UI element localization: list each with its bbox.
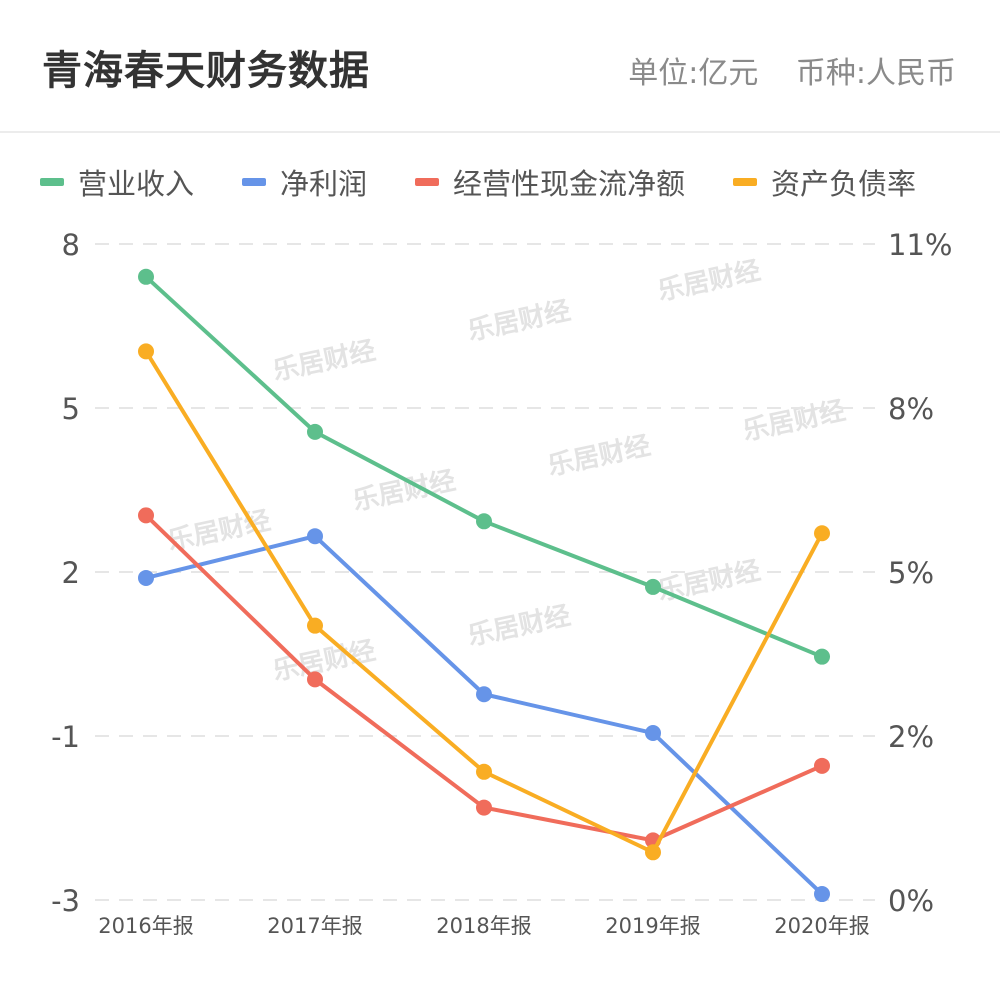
y-right-tick-label: 11% xyxy=(888,228,952,262)
y-left-tick-label: 2 xyxy=(62,556,80,590)
legend-label: 营业收入 xyxy=(78,167,195,201)
legend-item[interactable]: 净利润 xyxy=(242,161,367,203)
watermark-text: 乐居财经 xyxy=(465,295,573,347)
y-left-tick-label: -3 xyxy=(51,884,80,918)
y-right-tick-label: 5% xyxy=(888,556,934,590)
legend-swatch xyxy=(415,178,440,186)
watermark-text: 乐居财经 xyxy=(270,335,378,387)
data-point[interactable] xyxy=(307,671,323,688)
data-point[interactable] xyxy=(814,757,830,774)
legend-label: 净利润 xyxy=(280,167,368,201)
legend-swatch xyxy=(733,178,758,186)
y-right-tick-label: 8% xyxy=(888,392,934,426)
legend-swatch xyxy=(242,178,267,186)
currency-label: 币种:人民币 xyxy=(795,56,956,91)
legend-item[interactable]: 经营性现金流净额 xyxy=(415,161,685,203)
x-tick-label: 2019年报 xyxy=(605,914,700,938)
watermark-text: 乐居财经 xyxy=(465,600,573,652)
data-point[interactable] xyxy=(814,886,830,903)
watermark-text: 乐居财经 xyxy=(350,465,458,517)
chart-header: 青海春天财务数据 单位:亿元 币种:人民币 xyxy=(0,0,1000,133)
legend-item[interactable]: 营业收入 xyxy=(40,161,194,203)
data-point[interactable] xyxy=(138,507,154,524)
watermark-text: 乐居财经 xyxy=(655,555,763,607)
x-tick-label: 2016年报 xyxy=(98,914,193,938)
watermark-text: 乐居财经 xyxy=(270,635,378,687)
data-point[interactable] xyxy=(138,343,154,360)
data-point[interactable] xyxy=(307,528,323,545)
data-point[interactable] xyxy=(307,617,323,634)
watermark-text: 乐居财经 xyxy=(655,255,763,307)
x-tick-label: 2020年报 xyxy=(774,914,869,938)
data-point[interactable] xyxy=(645,844,661,861)
y-left-tick-label: 5 xyxy=(62,392,80,426)
y-right-tick-label: 2% xyxy=(888,720,934,754)
data-point[interactable] xyxy=(138,268,154,285)
unit-label: 单位:亿元 xyxy=(628,56,759,91)
y-left-tick-label: 8 xyxy=(62,228,80,262)
watermark-text: 乐居财经 xyxy=(740,395,848,447)
legend-label: 经营性现金流净额 xyxy=(453,167,686,201)
legend-item[interactable]: 资产负债率 xyxy=(733,161,916,203)
data-point[interactable] xyxy=(814,525,830,542)
data-point[interactable] xyxy=(476,513,492,530)
data-point[interactable] xyxy=(476,799,492,816)
data-point[interactable] xyxy=(645,725,661,742)
y-left-tick-label: -1 xyxy=(51,720,80,754)
chart-title: 青海春天财务数据 xyxy=(42,48,370,94)
data-point[interactable] xyxy=(814,648,830,665)
data-point[interactable] xyxy=(645,578,661,595)
data-point[interactable] xyxy=(476,763,492,780)
legend-label: 资产负债率 xyxy=(771,167,917,201)
watermark-text: 乐居财经 xyxy=(545,430,653,482)
chart-legend: 营业收入 净利润 经营性现金流净额 资产负债率 xyxy=(40,162,964,202)
data-point[interactable] xyxy=(138,569,154,586)
x-tick-label: 2017年报 xyxy=(267,914,362,938)
x-tick-label: 2018年报 xyxy=(436,914,531,938)
y-right-tick-label: 0% xyxy=(888,884,934,918)
legend-swatch xyxy=(40,178,64,186)
data-point[interactable] xyxy=(307,423,323,440)
data-point[interactable] xyxy=(476,686,492,703)
chart-meta: 单位:亿元 币种:人民币 xyxy=(600,48,956,92)
